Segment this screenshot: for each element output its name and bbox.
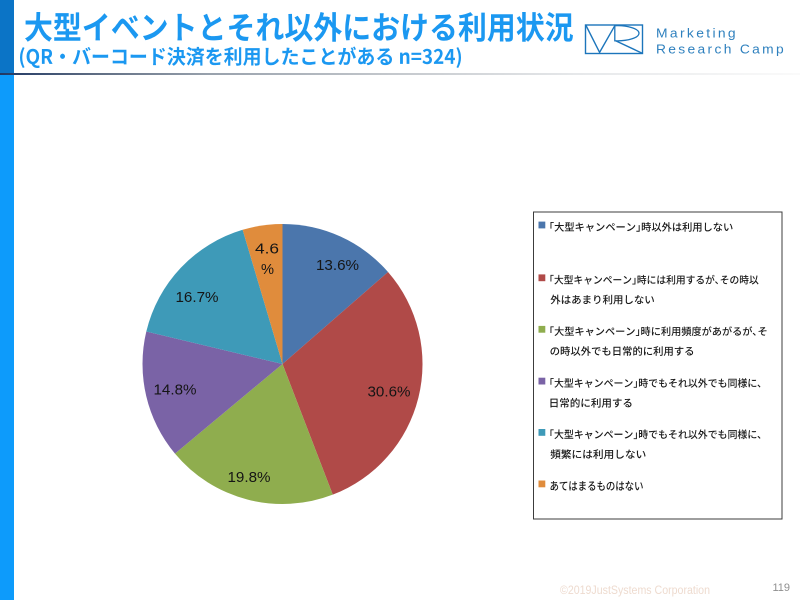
svg-text:%: % — [261, 261, 274, 278]
svg-text:19.8%: 19.8% — [228, 469, 271, 486]
svg-text:14.8%: 14.8% — [154, 382, 197, 399]
svg-text:©2019JustSystems Corporation: ©2019JustSystems Corporation — [560, 585, 710, 597]
svg-text:Research Camp: Research Camp — [656, 42, 786, 57]
svg-text:16.7%: 16.7% — [176, 289, 219, 306]
svg-text:Marketing: Marketing — [656, 26, 738, 41]
svg-text:30.6%: 30.6% — [368, 383, 411, 400]
svg-text:4.6: 4.6 — [255, 240, 279, 257]
svg-text:119: 119 — [772, 582, 790, 594]
svg-text:13.6%: 13.6% — [316, 257, 359, 274]
